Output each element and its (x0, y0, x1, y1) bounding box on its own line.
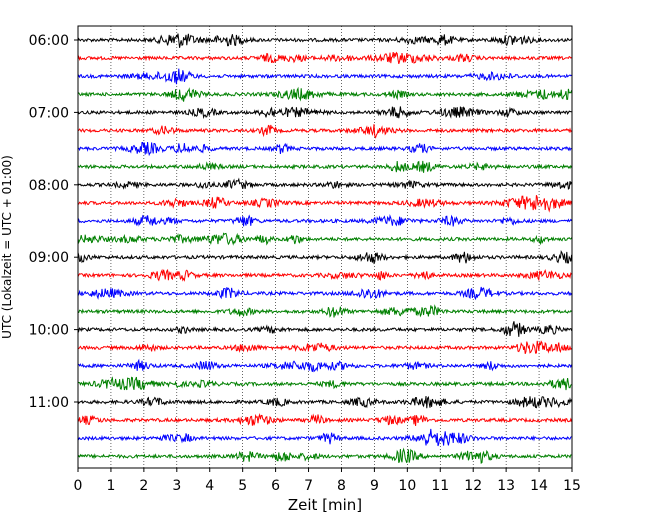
plot-frame (77, 25, 573, 469)
x-axis: 0 1 2 3 4 5 6 7 8 9 10 11 12 13 14 15 (74, 468, 581, 494)
trace-0630 (77, 68, 572, 85)
x-tick-label: 0 (74, 478, 83, 494)
trace-0730 (77, 141, 572, 157)
traces (77, 33, 573, 465)
x-tick-label: 10 (398, 478, 416, 494)
y-tick-label: 06:00 (29, 33, 69, 49)
trace-1015 (77, 340, 572, 354)
x-tick-label: 9 (370, 478, 379, 494)
y-axis: 06:00 07:00 08:00 09:00 10:00 11:00 (29, 33, 78, 411)
x-tick-label: 11 (431, 478, 449, 494)
trace-1130 (77, 428, 572, 447)
y-axis-label: UTC (Lokalzeit = UTC + 01:00) (0, 155, 14, 339)
x-tick-label: 2 (139, 478, 148, 494)
trace-1100 (77, 395, 573, 409)
y-tick-label: 09:00 (29, 250, 69, 266)
trace-0945 (77, 304, 572, 318)
trace-0600 (77, 33, 573, 48)
trace-1030 (77, 358, 573, 373)
trace-0645 (77, 86, 573, 102)
trace-1045 (77, 376, 572, 391)
x-tick-label: 5 (238, 478, 247, 494)
x-axis-label: Zeit [min] (288, 496, 362, 514)
y-tick-label: 07:00 (29, 105, 69, 121)
x-tick-label: 6 (271, 478, 280, 494)
x-tick-label: 7 (304, 478, 313, 494)
trace-1000 (77, 321, 573, 337)
trace-0700 (77, 106, 572, 120)
trace-0715 (77, 124, 573, 139)
trace-0900 (77, 250, 573, 265)
trace-0800 (77, 177, 573, 190)
x-tick-label: 12 (464, 478, 482, 494)
x-tick-label: 15 (563, 478, 581, 494)
x-tick-label: 8 (337, 478, 346, 494)
y-tick-label: 11:00 (29, 395, 69, 411)
y-tick-label: 10:00 (29, 323, 69, 339)
trace-0815 (77, 195, 573, 213)
x-tick-label: 1 (106, 478, 115, 494)
trace-0830 (77, 213, 573, 227)
trace-0845 (77, 232, 573, 246)
trace-1115 (77, 412, 573, 426)
x-tick-label: 4 (205, 478, 214, 494)
x-tick-label: 13 (497, 478, 515, 494)
trace-0615 (77, 51, 572, 64)
x-tick-label: 3 (172, 478, 181, 494)
x-tick-label: 14 (530, 478, 548, 494)
trace-1145 (77, 447, 572, 465)
trace-0745 (77, 160, 573, 173)
trace-0930 (77, 286, 573, 301)
trace-0915 (77, 268, 573, 282)
y-tick-label: 08:00 (29, 178, 69, 194)
